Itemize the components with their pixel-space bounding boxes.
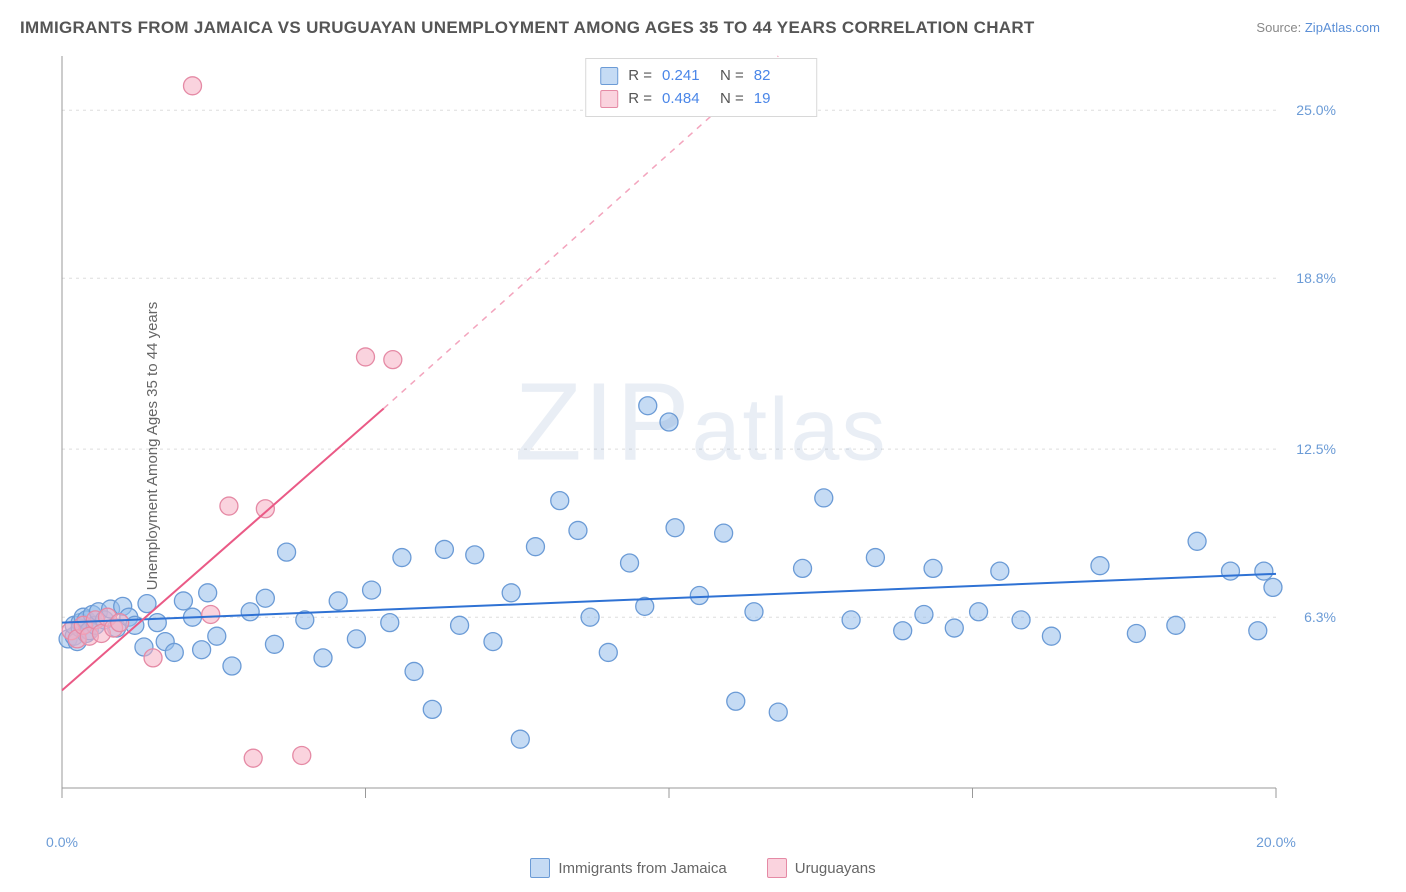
legend-swatch (767, 858, 787, 878)
stat-r-label: R = (628, 65, 652, 88)
correlation-legend: R = 0.241 N = 82 R = 0.484 N = 19 (585, 58, 817, 117)
series-legend: Immigrants from Jamaica Uruguayans (0, 858, 1406, 878)
legend-label: Immigrants from Jamaica (558, 860, 726, 877)
y-tick-label: 6.3% (1304, 609, 1336, 625)
chart-container: IMMIGRANTS FROM JAMAICA VS URUGUAYAN UNE… (0, 0, 1406, 892)
legend-item: Uruguayans (767, 858, 876, 878)
y-tick-label: 12.5% (1296, 441, 1336, 457)
y-tick-label: 18.8% (1296, 270, 1336, 286)
stat-legend-row: R = 0.241 N = 82 (600, 65, 802, 88)
source-link[interactable]: ZipAtlas.com (1305, 20, 1380, 35)
scatter-plot-svg (56, 52, 1346, 822)
plot-area: ZIPatlas R =0.241N =82R =0.484N =19 6.3%… (56, 52, 1346, 822)
stat-r-label: R = (628, 88, 652, 111)
stat-swatch (600, 90, 618, 108)
y-tick-label: 25.0% (1296, 102, 1336, 118)
stat-r-value: 0.484 (662, 88, 710, 111)
legend-label: Uruguayans (795, 860, 876, 877)
x-tick-label: 20.0% (1256, 834, 1296, 850)
stat-n-label: N = (720, 65, 744, 88)
stat-swatch (600, 67, 618, 85)
legend-item: Immigrants from Jamaica (530, 858, 726, 878)
x-tick-label: 0.0% (46, 834, 78, 850)
legend-swatch (530, 858, 550, 878)
chart-title: IMMIGRANTS FROM JAMAICA VS URUGUAYAN UNE… (20, 18, 1035, 38)
stat-legend-row: R = 0.484 N = 19 (600, 88, 802, 111)
stat-r-value: 0.241 (662, 65, 710, 88)
stat-n-value: 19 (754, 88, 802, 111)
stat-n-label: N = (720, 88, 744, 111)
stat-n-value: 82 (754, 65, 802, 88)
source-label: Source: (1256, 20, 1301, 35)
source-attribution: Source: ZipAtlas.com (1256, 20, 1380, 35)
